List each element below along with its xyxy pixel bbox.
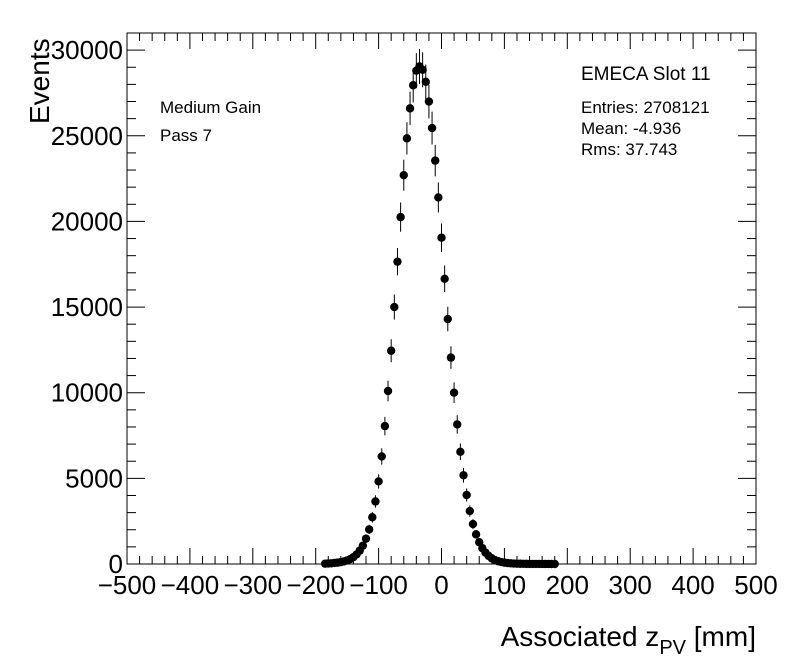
data-point <box>371 497 380 506</box>
x-tick-label: 300 <box>609 570 652 600</box>
data-point <box>402 134 412 143</box>
y-tick-label: 15000 <box>51 292 123 322</box>
data-point <box>408 81 418 90</box>
x-axis-title-main: Associated z <box>501 621 660 652</box>
data-point <box>465 506 475 516</box>
x-axis-title-subscript: PV <box>659 637 686 659</box>
x-tick-label: −500 <box>98 570 157 600</box>
y-tick-label: 30000 <box>51 35 123 65</box>
data-point <box>462 490 471 500</box>
y-tick-label: 0 <box>109 549 123 579</box>
x-tick-labels: −500 −400 −300 −200 −100 0 100 200 300 400 500 <box>98 570 778 600</box>
x-tick-label: −100 <box>349 570 408 600</box>
data-point <box>418 65 427 75</box>
data-point <box>396 212 405 222</box>
data-point <box>399 170 408 180</box>
data-point <box>431 156 440 165</box>
data-point <box>440 274 449 284</box>
data-point <box>390 302 399 312</box>
data-point <box>421 77 430 87</box>
error-bars <box>322 48 558 565</box>
data-point <box>424 97 434 106</box>
data-point <box>449 388 459 397</box>
x-tick-label: −200 <box>286 570 345 600</box>
data-point <box>456 447 465 457</box>
data-point <box>374 477 383 486</box>
data-point <box>459 471 468 480</box>
y-tick-label: 25000 <box>51 121 123 151</box>
annotation-pass: Pass 7 <box>160 126 212 145</box>
x-tick-label: 0 <box>434 570 448 600</box>
y-tick-label: 5000 <box>65 463 123 493</box>
y-tick-labels: 0 5000 10000 15000 20000 25000 30000 <box>51 35 123 579</box>
data-point <box>380 421 390 431</box>
y-tick-label: 20000 <box>51 206 123 236</box>
data-point <box>427 123 437 133</box>
x-tick-label: −300 <box>224 570 283 600</box>
data-point <box>443 314 452 324</box>
y-axis-title: Events <box>24 38 55 124</box>
x-axis-title: Associated zPV [mm] <box>501 621 756 659</box>
data-point <box>471 530 481 539</box>
data-point <box>361 534 371 543</box>
data-point <box>368 513 377 522</box>
data-point <box>434 193 443 202</box>
x-tick-label: 100 <box>483 570 526 600</box>
x-tick-label: 500 <box>734 570 777 600</box>
data-point <box>468 519 478 529</box>
x-axis-title-unit: [mm] <box>686 621 756 652</box>
data-point <box>446 353 456 362</box>
y-tick-label: 10000 <box>51 378 123 408</box>
data-point <box>405 104 415 113</box>
x-tick-label: 200 <box>546 570 589 600</box>
data-point <box>364 525 374 534</box>
stats-mean: Mean: -4.936 <box>581 119 681 138</box>
data-point <box>383 386 393 396</box>
data-point <box>550 559 559 569</box>
data-point <box>453 420 462 429</box>
x-tick-label: 400 <box>671 570 714 600</box>
data-point <box>386 346 396 355</box>
data-point <box>358 541 368 550</box>
x-tick-label: −400 <box>161 570 220 600</box>
stats-title: EMECA Slot 11 <box>581 64 711 85</box>
data-point <box>393 257 402 266</box>
annotation-medium-gain: Medium Gain <box>160 98 261 117</box>
data-point <box>377 452 386 461</box>
data-points <box>320 62 559 569</box>
data-point <box>437 233 446 242</box>
stats-rms: Rms: 37.743 <box>581 140 677 159</box>
stats-entries: Entries: 2708121 <box>581 98 710 117</box>
axis-ticks <box>126 32 757 565</box>
